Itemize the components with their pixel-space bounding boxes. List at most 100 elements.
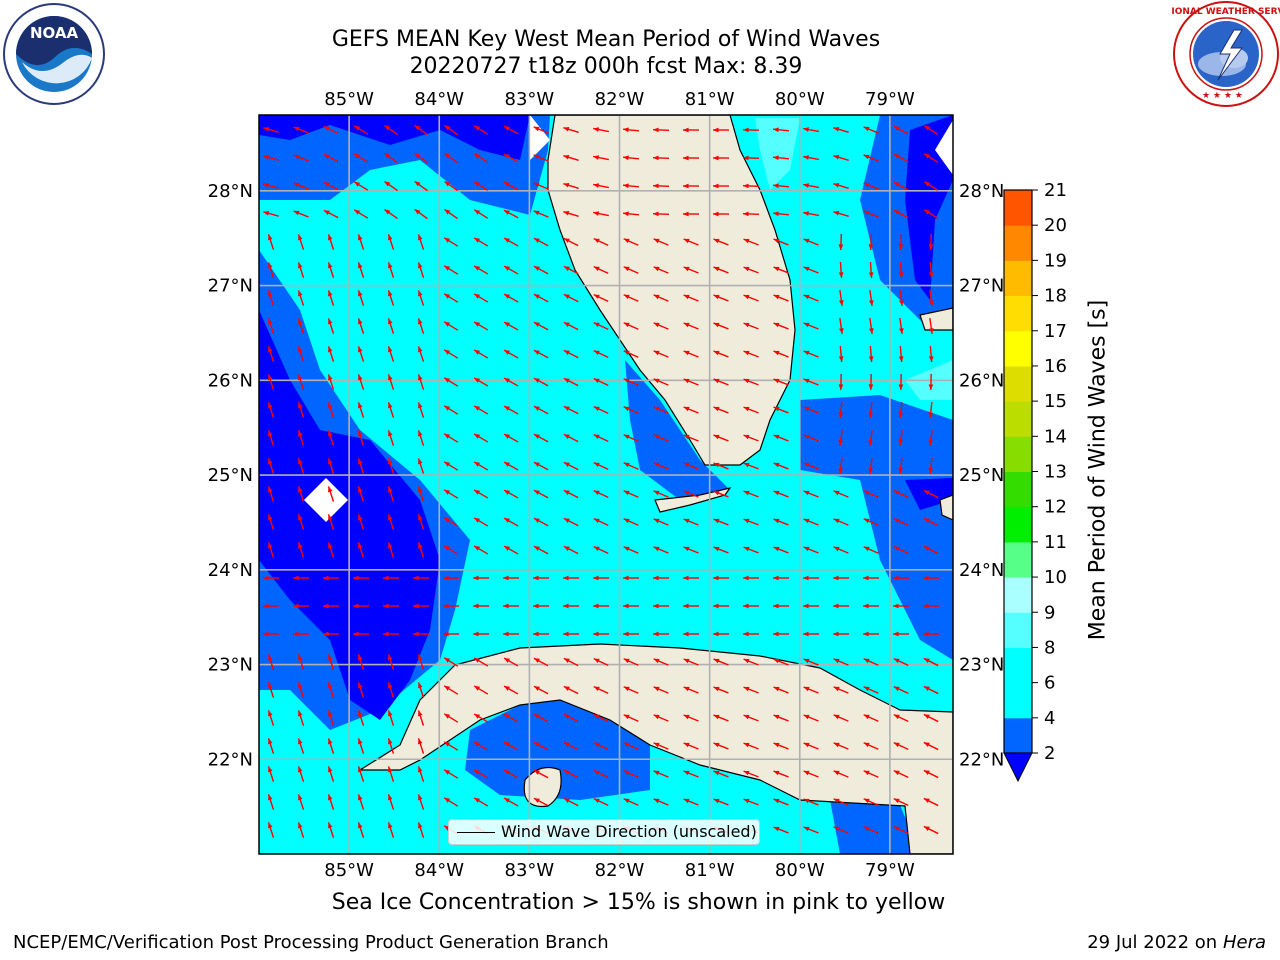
colorbar-tick-label: 9 bbox=[1044, 602, 1055, 623]
footer-machine: Hera bbox=[1222, 932, 1266, 953]
wave-direction-arrow bbox=[743, 406, 759, 414]
wave-direction-arrow bbox=[712, 127, 730, 133]
lon-label-top: 81°W bbox=[685, 89, 735, 110]
wave-direction-arrow bbox=[387, 542, 395, 558]
map-frame bbox=[258, 114, 954, 855]
wave-direction-arrow bbox=[623, 378, 639, 386]
wave-direction-arrow bbox=[623, 546, 639, 554]
wave-direction-arrow bbox=[327, 654, 335, 670]
wave-direction-arrow bbox=[652, 211, 670, 217]
wave-direction-arrow bbox=[444, 124, 458, 136]
wave-direction-arrow bbox=[503, 265, 519, 275]
wave-direction-arrow bbox=[653, 798, 669, 806]
wave-direction-arrow bbox=[387, 458, 395, 474]
wave-direction-arrow bbox=[267, 766, 275, 782]
wave-direction-arrow bbox=[863, 490, 879, 498]
wave-direction-arrow bbox=[683, 378, 699, 386]
wave-direction-arrow bbox=[803, 266, 819, 274]
wave-direction-arrow bbox=[533, 349, 549, 359]
wave-direction-arrow bbox=[417, 234, 425, 250]
wave-direction-arrow bbox=[713, 294, 729, 302]
wave-direction-arrow bbox=[713, 770, 729, 778]
colorbar-tick-label: 14 bbox=[1044, 426, 1067, 447]
colorbar-segment bbox=[1004, 190, 1032, 226]
wave-direction-arrow bbox=[772, 211, 790, 217]
lat-label-right: 28°N bbox=[959, 181, 1004, 202]
wave-direction-arrow bbox=[623, 518, 639, 526]
wave-direction-arrow bbox=[623, 406, 639, 414]
colorbar-segment bbox=[1004, 682, 1032, 719]
wave-direction-arrow bbox=[893, 209, 909, 219]
wave-direction-arrow bbox=[928, 345, 934, 363]
contour-blue-keys bbox=[625, 360, 730, 500]
wave-direction-arrow bbox=[713, 742, 729, 750]
wave-direction-arrow bbox=[898, 345, 904, 363]
wave-direction-arrow bbox=[863, 658, 879, 666]
wave-direction-arrow bbox=[443, 461, 459, 471]
wave-direction-arrow bbox=[833, 631, 849, 637]
wave-direction-arrow bbox=[928, 457, 934, 475]
wave-direction-arrow bbox=[743, 575, 759, 581]
wave-direction-arrow bbox=[503, 685, 519, 695]
nws-logo: NATIONAL WEATHER SERVICE ★ ★ ★ ★ bbox=[1172, 1, 1280, 107]
colorbar-tick-label: 15 bbox=[1044, 391, 1067, 412]
wave-direction-arrow bbox=[713, 490, 729, 498]
wave-direction-arrow bbox=[357, 542, 365, 558]
wave-direction-arrow bbox=[533, 741, 549, 751]
no-data-ne bbox=[530, 115, 550, 160]
wave-direction-arrow bbox=[323, 603, 339, 609]
wave-direction-arrow bbox=[893, 631, 909, 637]
colorbar-tick-label: 4 bbox=[1044, 708, 1055, 729]
wave-direction-arrow bbox=[923, 769, 939, 779]
wave-direction-arrow bbox=[417, 654, 425, 670]
wave-direction-arrow bbox=[443, 657, 459, 667]
colorbar-tick-label: 20 bbox=[1044, 215, 1067, 236]
svg-text:NOAA: NOAA bbox=[30, 24, 79, 42]
wave-direction-arrow bbox=[383, 631, 399, 637]
wave-direction-arrow bbox=[533, 685, 549, 695]
wave-direction-arrow bbox=[443, 713, 459, 723]
wave-direction-arrow bbox=[473, 657, 489, 667]
colorbar-tick-label: 16 bbox=[1044, 356, 1067, 377]
bahamas-grand bbox=[939, 494, 953, 521]
wave-direction-arrow bbox=[297, 682, 305, 698]
wave-direction-arrow bbox=[503, 377, 519, 387]
wave-direction-arrow bbox=[297, 318, 305, 334]
wave-direction-arrow bbox=[868, 429, 873, 447]
wave-direction-arrow bbox=[357, 262, 365, 278]
wave-direction-arrow bbox=[357, 766, 365, 782]
wave-direction-arrow bbox=[653, 770, 669, 778]
wave-direction-arrow bbox=[297, 514, 305, 530]
wave-direction-arrow bbox=[803, 155, 819, 161]
wave-direction-arrow bbox=[293, 182, 309, 190]
wave-direction-arrow bbox=[263, 211, 279, 217]
wave-direction-arrow bbox=[833, 518, 849, 526]
wave-direction-arrow bbox=[503, 405, 519, 415]
wave-direction-arrow bbox=[563, 713, 579, 723]
wave-direction-arrow bbox=[444, 180, 458, 192]
wave-direction-arrow bbox=[773, 658, 789, 666]
wave-direction-arrow bbox=[383, 603, 399, 609]
wave-direction-arrow bbox=[928, 261, 934, 279]
wave-direction-arrow bbox=[893, 517, 909, 527]
wave-direction-arrow bbox=[893, 685, 909, 695]
wave-direction-arrow bbox=[503, 125, 519, 135]
wave-direction-arrow bbox=[893, 153, 909, 163]
wave-direction-arrow bbox=[387, 262, 395, 278]
wave-direction-arrow bbox=[863, 210, 879, 218]
wave-direction-arrow bbox=[773, 770, 789, 778]
wave-direction-arrow bbox=[417, 822, 425, 838]
wave-direction-arrow bbox=[773, 378, 789, 386]
wave-direction-arrow bbox=[653, 714, 669, 722]
wave-direction-arrow bbox=[414, 124, 428, 136]
wave-direction-arrow bbox=[293, 603, 309, 609]
wave-direction-arrow bbox=[533, 321, 549, 331]
wave-direction-arrow bbox=[327, 458, 335, 474]
colorbar-segment bbox=[1004, 436, 1032, 472]
wave-direction-arrow bbox=[443, 797, 459, 807]
wave-direction-arrow bbox=[323, 209, 339, 219]
wave-direction-arrow bbox=[473, 377, 489, 387]
wave-direction-arrow bbox=[357, 794, 365, 810]
wave-direction-arrow bbox=[473, 517, 489, 527]
